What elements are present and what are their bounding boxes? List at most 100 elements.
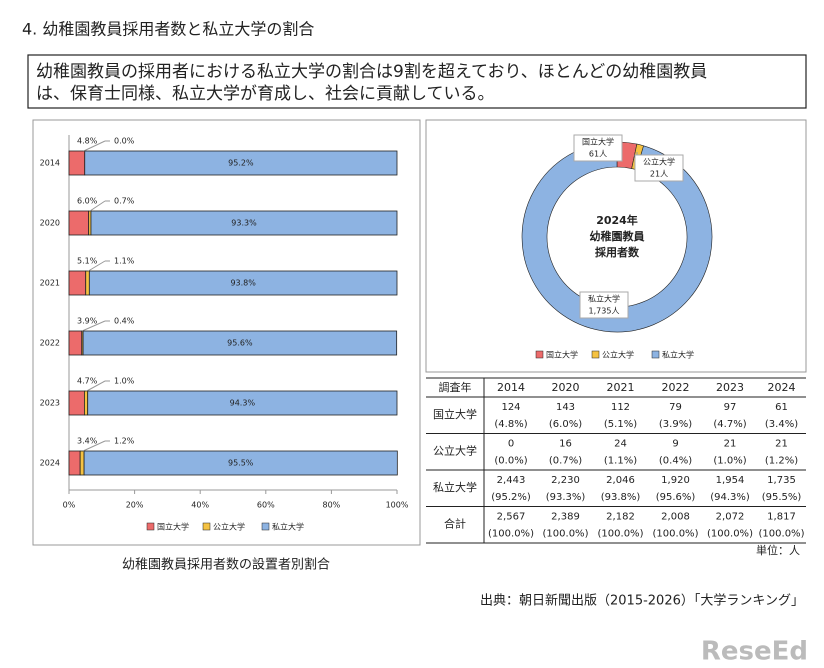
bar-segment <box>83 450 398 476</box>
bar-segment <box>84 390 89 416</box>
label-box <box>634 154 684 182</box>
table-share: (0.4%) <box>659 456 692 467</box>
bar-segment <box>68 450 81 476</box>
value-label: 5.1% <box>77 257 98 266</box>
summary-line: は、保育士同様、私立大学が育成し、社会に貢献している。 <box>36 84 495 104</box>
bar-segment <box>68 150 86 176</box>
table-share: (100.0%) <box>598 529 644 540</box>
value-label: 6.0% <box>77 197 98 206</box>
value-label: 4.8% <box>77 137 98 146</box>
table-share: (3.9%) <box>659 419 692 430</box>
donut-panel <box>425 119 807 373</box>
table-share: (100.0%) <box>759 529 805 540</box>
legend-label: 公立大学 <box>213 522 245 532</box>
table-share: (100.0%) <box>653 529 699 540</box>
center-text: 2024年 <box>596 213 638 227</box>
table-count: 1,735 <box>767 475 796 486</box>
value-label: 0.0% <box>114 137 135 146</box>
bar-segment <box>82 330 398 356</box>
bar-segment <box>68 270 87 296</box>
table-count: 1,920 <box>661 475 690 486</box>
table-header: 2024 <box>768 381 796 394</box>
table-share: (95.2%) <box>491 492 531 503</box>
bar-segment <box>68 210 90 236</box>
bar-segment <box>79 450 85 476</box>
table-share: (4.7%) <box>713 419 746 430</box>
legend-label: 公立大学 <box>602 350 634 360</box>
title: 4. 幼稚園教員採用者数と私立大学の割合 <box>22 20 314 39</box>
summary-box <box>27 54 807 109</box>
table-share: (100.0%) <box>488 529 534 540</box>
table-share: (0.0%) <box>494 456 527 467</box>
leader-line <box>86 380 106 392</box>
table-count: 2,389 <box>551 512 580 523</box>
table-share: (100.0%) <box>707 529 753 540</box>
table-share: (94.3%) <box>710 492 750 503</box>
table-count: 1,954 <box>716 475 745 486</box>
legend-swatch <box>146 522 155 531</box>
leader-line <box>88 260 106 272</box>
table-header: 2014 <box>497 381 525 394</box>
bar-segment <box>87 390 398 416</box>
value-label: 3.9% <box>77 317 98 326</box>
table-count: 2,046 <box>606 475 635 486</box>
summary-line: 幼稚園教員の採用者における私立大学の割合は9割を超えており、ほとんどの幼稚園教員 <box>36 62 707 82</box>
table-count: 2,072 <box>716 512 745 523</box>
table-count: 21 <box>724 439 737 450</box>
table-count: 1,817 <box>767 512 796 523</box>
slice-value: 1,735人 <box>589 307 620 316</box>
legend-label: 私立大学 <box>662 350 694 360</box>
row-label: 合計 <box>444 517 466 531</box>
table-count: 124 <box>501 402 520 413</box>
table-header: 2023 <box>716 381 744 394</box>
value-label: 95.5% <box>228 459 254 468</box>
table-count: 61 <box>775 402 788 413</box>
table-share: (100.0%) <box>543 529 589 540</box>
bar-segment <box>90 210 398 236</box>
table-header: 調査年 <box>439 380 472 394</box>
center-text: 採用者数 <box>595 245 640 259</box>
leader-line <box>82 440 106 452</box>
slice-label: 公立大学 <box>643 157 675 167</box>
table-share: (3.4%) <box>765 419 798 430</box>
table-count: 112 <box>611 402 630 413</box>
value-label: 94.3% <box>230 399 256 408</box>
bar-panel <box>32 119 421 546</box>
table-count: 24 <box>614 439 627 450</box>
table-share: (1.0%) <box>713 456 746 467</box>
y-tick-label: 2022 <box>40 339 60 348</box>
bar-segment <box>84 150 398 176</box>
slice-label: 国立大学 <box>582 137 614 147</box>
bar-segment <box>85 270 90 296</box>
center-text: 幼稚園教員 <box>590 229 645 243</box>
table-header: 2022 <box>662 381 690 394</box>
table-share: (95.5%) <box>762 492 802 503</box>
bar-segment <box>68 330 83 356</box>
y-tick-label: 2024 <box>40 459 60 468</box>
value-label: 93.8% <box>230 279 256 288</box>
x-tick-label: 100% <box>386 501 409 510</box>
table-share: (1.2%) <box>765 456 798 467</box>
legend-swatch <box>591 350 600 359</box>
value-label: 1.2% <box>114 437 135 446</box>
value-label: 1.1% <box>114 257 135 266</box>
row-label: 国立大学 <box>433 407 477 421</box>
table-count: 2,567 <box>497 512 526 523</box>
table-count: 2,230 <box>551 475 580 486</box>
table-share: (93.3%) <box>546 492 586 503</box>
logo: ReseEd <box>701 637 808 667</box>
value-label: 0.4% <box>114 317 135 326</box>
legend-label: 国立大学 <box>546 350 578 360</box>
table-count: 2,182 <box>606 512 635 523</box>
leader-line <box>81 320 106 332</box>
bar-segment <box>68 390 85 416</box>
table-count: 2,443 <box>497 475 526 486</box>
x-tick-label: 20% <box>126 501 144 510</box>
bar-caption: 幼稚園教員採用者数の設置者別割合 <box>122 557 330 573</box>
legend-label: 国立大学 <box>157 522 189 532</box>
table-count: 16 <box>559 439 572 450</box>
value-label: 3.4% <box>77 437 98 446</box>
table-share: (95.6%) <box>656 492 696 503</box>
table-header: 2021 <box>607 381 635 394</box>
